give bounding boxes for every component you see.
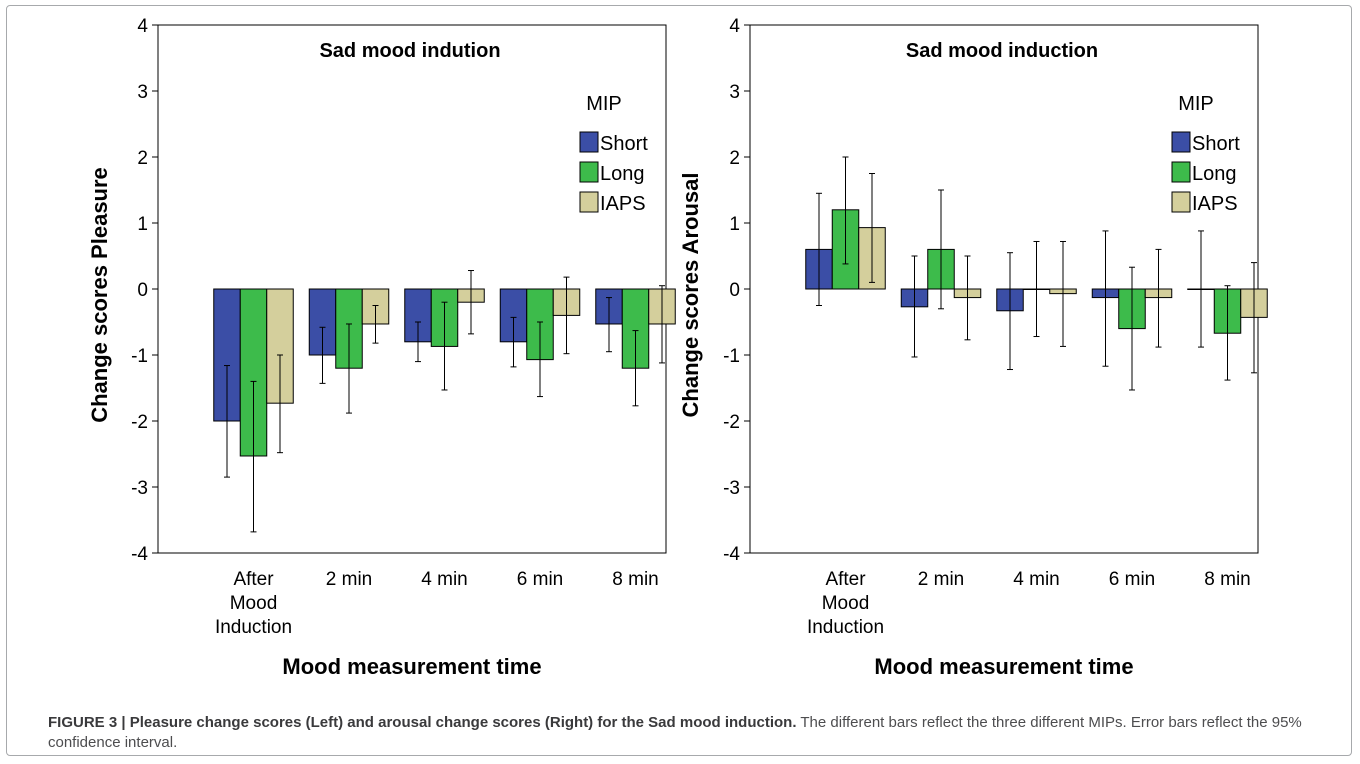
y-axis-label: Change scores Pleasure bbox=[87, 167, 112, 423]
legend-swatch-short bbox=[1171, 131, 1191, 153]
y-tick-label: 0 bbox=[137, 280, 148, 301]
y-tick-label: -2 bbox=[131, 412, 148, 433]
legend-label-long: Long bbox=[1192, 163, 1237, 185]
x-axis-label: Mood measurement time bbox=[874, 654, 1133, 679]
x-tick-label: Mood bbox=[822, 593, 870, 614]
figure-frame bbox=[6, 5, 1352, 756]
x-tick-label: 2 min bbox=[326, 569, 372, 590]
y-tick-label: 1 bbox=[137, 214, 148, 235]
x-tick-label: 8 min bbox=[1204, 569, 1250, 590]
legend-label-iaps: IAPS bbox=[1192, 193, 1238, 215]
legend-swatch-long bbox=[1171, 161, 1191, 183]
legend-swatch-short bbox=[579, 131, 599, 153]
x-tick-label: 6 min bbox=[1109, 569, 1155, 590]
legend-swatch-iaps bbox=[1171, 191, 1191, 213]
x-tick-label: 6 min bbox=[517, 569, 563, 590]
y-tick-label: 2 bbox=[729, 148, 740, 169]
x-tick-label: 4 min bbox=[421, 569, 467, 590]
y-tick-label: -3 bbox=[131, 478, 148, 499]
x-tick-label: After bbox=[233, 569, 274, 590]
legend-swatch-iaps bbox=[579, 191, 599, 213]
x-tick-label: 2 min bbox=[918, 569, 964, 590]
legend-label-iaps: IAPS bbox=[600, 193, 646, 215]
y-tick-label: 1 bbox=[729, 214, 740, 235]
y-tick-label: 2 bbox=[137, 148, 148, 169]
legend-label-short: Short bbox=[1192, 133, 1240, 155]
caption-text: The different bars reflect the three dif… bbox=[48, 714, 1302, 751]
legend-label-long: Long bbox=[600, 163, 645, 185]
caption-label: FIGURE 3 | Pleasure change scores (Left)… bbox=[48, 714, 797, 731]
y-tick-label: 0 bbox=[729, 280, 740, 301]
legend-title: MIP bbox=[586, 93, 622, 115]
y-axis-label: Change scores Arousal bbox=[678, 173, 703, 418]
y-tick-label: -3 bbox=[723, 478, 740, 499]
y-tick-label: -4 bbox=[723, 544, 740, 565]
x-tick-label: 4 min bbox=[1013, 569, 1059, 590]
y-tick-label: 3 bbox=[729, 82, 740, 103]
chart-panel-2: 4 3 2 1 0 -1 -2 -3 -4 Sad mood induction Change sc… bbox=[678, 16, 1268, 679]
x-tick-label: Induction bbox=[807, 617, 884, 638]
y-tick-label: 3 bbox=[137, 82, 148, 103]
x-tick-label: Induction bbox=[215, 617, 292, 638]
y-tick-label: -1 bbox=[723, 346, 740, 367]
x-tick-label: 8 min bbox=[612, 569, 658, 590]
legend-title: MIP bbox=[1178, 93, 1214, 115]
legend-label-short: Short bbox=[600, 133, 648, 155]
x-tick-label: After bbox=[825, 569, 866, 590]
y-tick-label: -4 bbox=[131, 544, 148, 565]
y-tick-label: -2 bbox=[723, 412, 740, 433]
legend-swatch-long bbox=[579, 161, 599, 183]
y-tick-label: 4 bbox=[137, 16, 148, 37]
chart-panel-1: 4 3 2 1 0 -1 -2 -3 -4 Sad mood indution Change sco… bbox=[87, 16, 676, 679]
chart-title: Sad mood indution bbox=[319, 40, 500, 62]
y-tick-label: 4 bbox=[729, 16, 740, 37]
x-tick-label: Mood bbox=[230, 593, 278, 614]
y-tick-label: -1 bbox=[131, 346, 148, 367]
figure-caption: FIGURE 3 | Pleasure change scores (Left)… bbox=[48, 713, 1338, 753]
x-axis-label: Mood measurement time bbox=[282, 654, 541, 679]
chart-title: Sad mood induction bbox=[906, 40, 1098, 62]
